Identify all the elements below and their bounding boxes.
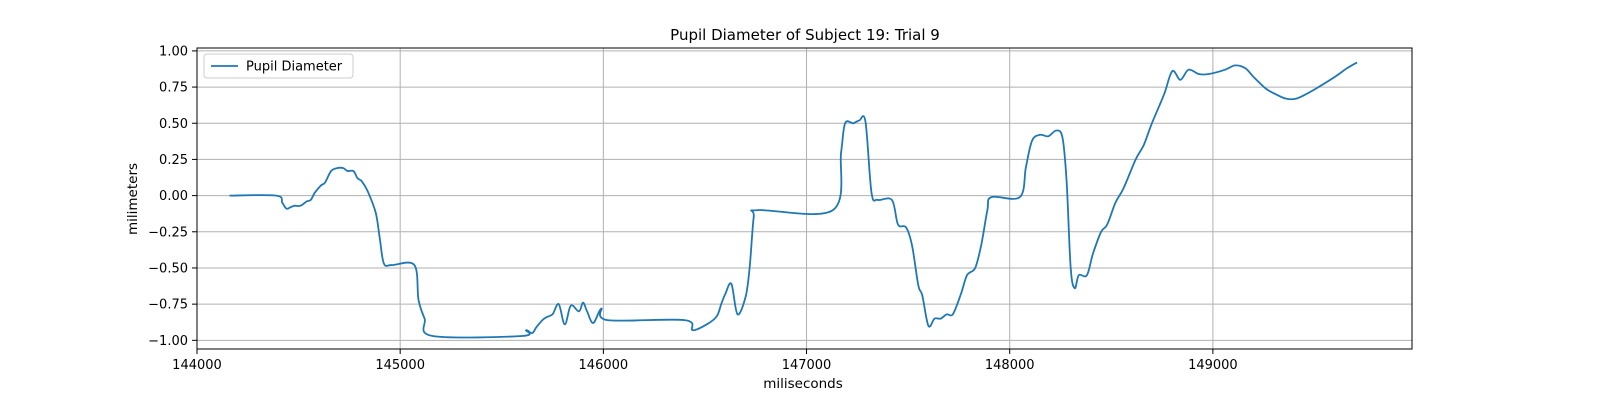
x-tick-label: 145000 xyxy=(375,358,425,373)
y-tick-label: 0.00 xyxy=(159,189,188,204)
x-tick-label: 147000 xyxy=(782,358,832,373)
legend-label: Pupil Diameter xyxy=(246,60,343,75)
x-tick-label: 149000 xyxy=(1188,358,1238,373)
x-tick-label: 146000 xyxy=(579,358,629,373)
y-tick-label: 0.75 xyxy=(159,81,188,96)
series-line-pupil-diameter xyxy=(229,61,1358,339)
y-tick-label: −0.75 xyxy=(148,298,188,313)
y-tick-label: 0.50 xyxy=(159,117,188,132)
legend-box xyxy=(203,53,354,79)
y-axis-label: milimeters xyxy=(125,163,141,235)
legend: Pupil Diameter xyxy=(203,53,354,79)
y-tick-label: 1.00 xyxy=(159,44,188,59)
chart-title: Pupil Diameter of Subject 19: Trial 9 xyxy=(670,26,940,44)
y-tick-label: −1.00 xyxy=(148,334,188,349)
x-axis-ticks: 144000 145000 146000 147000 148000 149000 xyxy=(172,349,1238,373)
y-tick-label: 0.25 xyxy=(159,153,188,168)
y-tick-label: −0.50 xyxy=(148,261,188,276)
y-tick-label: −0.25 xyxy=(148,225,188,240)
series-layer xyxy=(229,61,1358,339)
x-axis-label: miliseconds xyxy=(763,376,843,392)
x-tick-label: 144000 xyxy=(172,358,222,373)
x-tick-label: 148000 xyxy=(985,358,1035,373)
grid-lines xyxy=(196,48,1412,349)
plot-frame xyxy=(196,47,1413,350)
y-axis-ticks: −1.00 −0.75 −0.50 −0.25 0.00 0.25 0.50 0.75 1.00 xyxy=(148,44,197,349)
